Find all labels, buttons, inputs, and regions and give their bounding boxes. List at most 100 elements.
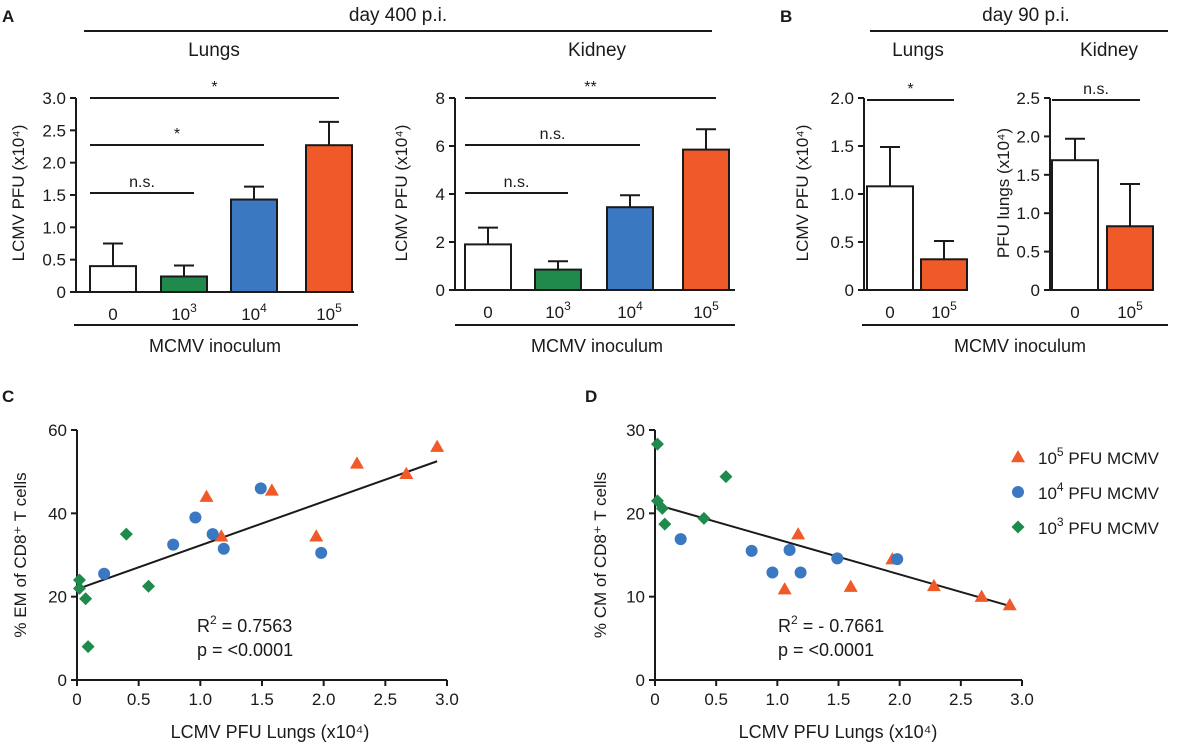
c_scatter-fit-line [79,460,438,590]
d_scatter-y-tick-label: 0 [636,671,645,690]
b_lungs-y-tick-label: 2.0 [830,89,854,108]
b_lungs-x-tick-label: 0 [885,303,894,322]
c_scatter-x-tick-label: 2.5 [374,690,398,709]
d_scatter-point-circle [794,566,807,579]
d_scatter-y-tick-label: 30 [626,421,645,440]
a_lungs-x-tick-label: 105 [316,301,342,324]
d_scatter-x-tick-label: 1.5 [827,690,851,709]
d_scatter-point-diamond [655,501,669,515]
c_scatter-point-triangle [309,529,324,542]
d_scatter-x-tick-label: 0.5 [704,690,728,709]
b_kidney-x-tick-label: 0 [1070,303,1079,322]
c_scatter-x-tick-label: 0.5 [127,690,151,709]
a_kidney-bar [534,268,582,292]
b_kidney-ylabel: PFU lungs (x10⁴) [994,128,1013,258]
legend-marker-circle [1012,486,1024,498]
b_kidney-y-tick-label: 2.5 [1016,89,1040,108]
title-a-lungs: Lungs [188,40,240,61]
xlabel-b: MCMV inoculum [954,336,1086,356]
c_scatter-point-circle [189,511,202,524]
b_lungs-y-tick-label: 0.5 [830,233,854,252]
d_scatter-point-triangle [974,589,989,602]
c_scatter-point-circle [315,546,328,559]
d_scatter-point-triangle [926,578,941,592]
d_scatter-point-diamond [650,437,664,451]
d_scatter-point-triangle [791,527,806,540]
d_scatter-xlabel: LCMV PFU Lungs (x10⁴) [739,722,938,742]
d_scatter-point-diamond [719,470,733,484]
d_scatter-point-diamond [658,517,672,531]
a_lungs-y-tick-label: 3.0 [42,89,66,108]
a_lungs-bar [160,275,208,294]
b_lungs-y-tick-label: 1.5 [830,137,854,156]
d_scatter-y-tick-label: 20 [626,504,645,523]
b_lungs-y-tick-label: 1.0 [830,185,854,204]
a_kidney-bar [682,148,730,291]
c_scatter-x-tick-label: 0 [72,690,81,709]
c_scatter-point-circle [167,538,180,551]
d_scatter-point-triangle [843,579,858,592]
a_lungs-y-tick-label: 0.5 [42,251,66,270]
legend-label-2: 103 PFU MCMV [1038,515,1160,538]
a_kidney-x-tick-label: 103 [545,299,571,322]
c_scatter-x-tick-label: 1.0 [189,690,213,709]
b_lungs-bar [920,258,968,291]
c_scatter-y-tick-label: 20 [48,588,67,607]
a_kidney-significance-label: ** [584,79,596,96]
b_kidney-y-tick-label: 0.5 [1016,243,1040,262]
b_lungs-ylabel: LCMV PFU (x10⁴) [793,125,812,262]
a_kidney-y-tick-label: 0 [436,281,445,300]
c_scatter-point-circle [206,528,219,541]
a_kidney-x-tick-label: 0 [483,303,492,322]
panel-label-d: D [585,387,597,406]
d-p-text: p = <0.0001 [778,640,874,660]
a_lungs-significance-label: * [211,79,217,96]
c_scatter-x-tick-label: 2.0 [312,690,336,709]
b_lungs-y-tick-label: 0 [845,281,854,300]
c_scatter-y-tick-label: 0 [58,671,67,690]
title-a-kidney: Kidney [568,40,627,61]
legend-marker-diamond [1011,520,1025,534]
xlabel-a-lungs: MCMV inoculum [149,336,281,356]
a_kidney-y-tick-label: 4 [436,185,445,204]
c_scatter-point-diamond [72,573,86,587]
d_scatter-point-circle [783,544,796,556]
a_kidney-x-tick-label: 104 [617,299,643,322]
a_lungs-x-tick-label: 0 [108,305,117,324]
c_scatter-point-triangle [349,456,364,469]
c_scatter-point-diamond [81,640,95,654]
d_scatter-point-circle [674,533,687,546]
a_lungs-significance-label: n.s. [129,174,155,191]
b_kidney-bar [1051,159,1099,291]
a_kidney-x-tick-label: 105 [693,299,719,322]
legend-label-1: 104 PFU MCMV [1038,480,1160,503]
c_scatter-point-triangle [214,529,229,542]
d_scatter-x-tick-label: 2.0 [888,690,912,709]
d_scatter-x-tick-label: 2.5 [949,690,973,709]
a_lungs-y-tick-label: 2.0 [42,154,66,173]
d-r2-text: R2 = - 0.7661 [778,613,884,636]
a_lungs-bar [230,198,278,294]
a_lungs-x-tick-label: 103 [171,301,197,324]
c_scatter-point-circle [217,542,230,555]
title-b-lungs: Lungs [892,40,944,61]
d_scatter-point-circle [745,544,758,557]
a_kidney-significance-label: n.s. [504,174,530,191]
a_kidney-bar [464,243,512,291]
xlabel-a-kidney: MCMV inoculum [531,336,663,356]
legend: 105 PFU MCMV 104 PFU MCMV 103 PFU MCMV [1038,445,1160,538]
c_scatter-point-diamond [119,527,133,541]
a_lungs-ylabel: LCMV PFU (x10⁴) [9,125,28,262]
d_scatter-point-circle [766,566,779,579]
b_kidney-y-tick-label: 1.0 [1016,204,1040,223]
c_scatter-point-triangle [430,439,445,452]
d_scatter-point-triangle [777,582,792,595]
d_scatter-y-tick-label: 10 [626,588,645,607]
d_scatter-x-tick-label: 1.0 [766,690,790,709]
d_scatter-point-circle [831,552,844,565]
c-r2-text: R2 = 0.7563 [197,613,292,636]
c_scatter-point-diamond [142,579,156,593]
header-b-time: day 90 p.i. [982,5,1070,26]
panel-label-c: C [2,387,14,406]
